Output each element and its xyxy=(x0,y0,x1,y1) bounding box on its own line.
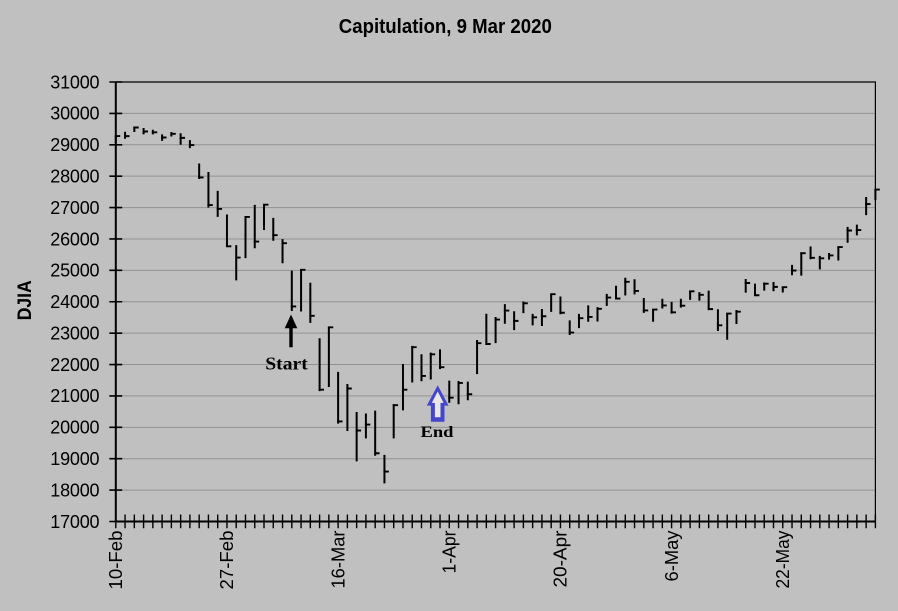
svg-text:29000: 29000 xyxy=(50,135,99,155)
svg-text:10-Feb: 10-Feb xyxy=(106,531,126,590)
svg-text:31000: 31000 xyxy=(50,72,99,92)
svg-text:Capitulation, 9 Mar 2020: Capitulation, 9 Mar 2020 xyxy=(339,15,552,38)
svg-text:25000: 25000 xyxy=(50,261,99,281)
svg-text:Start: Start xyxy=(265,354,308,374)
svg-text:16-Mar: 16-Mar xyxy=(328,530,348,588)
svg-text:End: End xyxy=(421,424,454,441)
svg-text:30000: 30000 xyxy=(50,104,99,124)
svg-text:22000: 22000 xyxy=(50,355,99,375)
svg-text:21000: 21000 xyxy=(50,386,99,406)
svg-text:28000: 28000 xyxy=(50,167,99,187)
svg-text:22-May: 22-May xyxy=(773,531,793,589)
svg-text:27000: 27000 xyxy=(50,198,99,218)
svg-text:26000: 26000 xyxy=(50,229,99,249)
svg-text:27-Feb: 27-Feb xyxy=(217,531,237,590)
svg-text:19000: 19000 xyxy=(50,449,99,469)
svg-text:1-Apr: 1-Apr xyxy=(440,530,460,573)
svg-text:24000: 24000 xyxy=(50,292,99,312)
svg-text:17000: 17000 xyxy=(50,512,99,532)
svg-text:18000: 18000 xyxy=(50,480,99,500)
svg-text:20-Apr: 20-Apr xyxy=(551,530,571,587)
svg-text:DJIA: DJIA xyxy=(15,280,36,320)
svg-text:23000: 23000 xyxy=(50,323,99,343)
svg-text:20000: 20000 xyxy=(50,418,99,438)
svg-text:6-May: 6-May xyxy=(662,531,682,582)
